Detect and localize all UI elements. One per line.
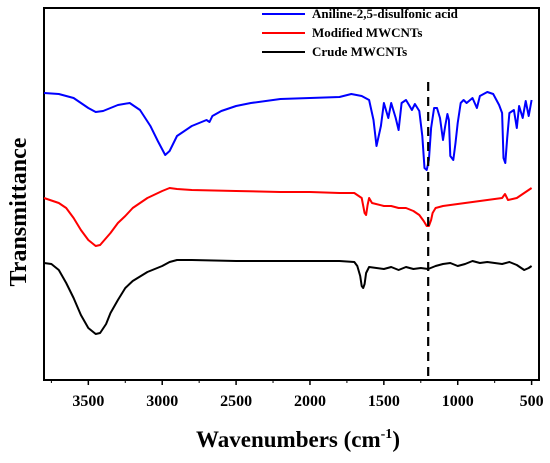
x-tick-label: 1000 — [442, 393, 474, 410]
legend-label-3: Crude MWCNTs — [312, 44, 407, 59]
y-axis-title: Transmittance — [6, 137, 32, 286]
legend-label-1: Aniline-2,5-disulfonic acid — [312, 6, 459, 21]
plot-border — [43, 7, 540, 381]
series-line-2 — [43, 187, 533, 247]
x-tick-label: 500 — [520, 393, 544, 410]
x-tick-label: 1500 — [368, 393, 400, 410]
plot-frame — [43, 7, 540, 381]
x-tick-label: 2000 — [294, 393, 326, 410]
series-line-1 — [43, 91, 533, 171]
legend: Aniline-2,5-disulfonic acid Modified MWCN… — [262, 6, 459, 59]
x-tick-label: 3000 — [146, 393, 178, 410]
x-axis-title-superscript: -1 — [381, 427, 393, 442]
series-layer — [43, 91, 533, 335]
x-tick-label: 2500 — [220, 393, 252, 410]
x-ticks: 3500 3000 2500 2000 1500 1000 500 — [50, 380, 544, 410]
x-axis-title-close: ) — [392, 427, 400, 452]
legend-label-2: Modified MWCNTs — [312, 25, 422, 40]
x-axis-title: Wavenumbers (cm-1) — [196, 427, 400, 452]
series-line-3 — [43, 259, 533, 335]
x-axis-title-text: Wavenumbers (cm — [196, 427, 381, 452]
x-tick-label: 3500 — [72, 393, 104, 410]
